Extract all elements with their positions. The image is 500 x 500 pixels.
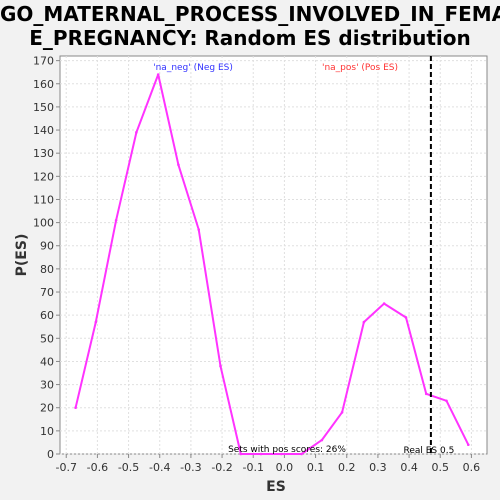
- y-tick-label: 60: [40, 309, 54, 322]
- y-tick-label: 20: [40, 402, 54, 415]
- x-tick-label: 0.4: [400, 461, 418, 474]
- chart-title-line-2: E_PREGNANCY: Random ES distribution: [29, 26, 471, 50]
- data-point: [340, 411, 344, 414]
- chart-title-line-1: GO_MATERNAL_PROCESS_INVOLVED_IN_FEMAL: [0, 2, 500, 26]
- data-point: [466, 443, 470, 447]
- x-axis: -0.7 -0.6 -0.5 -0.4 -0.3 -0.2 -0.1 0.0 0.1 0.2 0.3…: [55, 454, 480, 474]
- x-tick-label: -0.5: [118, 461, 139, 474]
- sets-with-pos-scores: Sets with pos scores: 26%: [228, 445, 346, 455]
- x-tick-label: -0.2: [211, 461, 232, 474]
- x-tick-label: 0.1: [307, 461, 325, 474]
- data-point: [135, 131, 138, 134]
- x-tick-label: 0.5: [431, 461, 449, 474]
- data-point: [382, 302, 386, 305]
- neg-label: 'na_neg' (Neg ES): [153, 63, 233, 73]
- y-tick-label: 40: [40, 355, 54, 368]
- data-point: [197, 228, 200, 231]
- data-point: [94, 320, 98, 324]
- y-tick-label: 140: [33, 124, 54, 137]
- data-point: [156, 73, 160, 76]
- y-tick-label: 90: [40, 240, 54, 253]
- data-point: [74, 406, 77, 410]
- data-point: [404, 316, 408, 319]
- data-point: [320, 438, 324, 442]
- y-tick-label: 70: [40, 286, 54, 299]
- y-tick-label: 30: [40, 379, 54, 392]
- data-point: [177, 163, 180, 167]
- y-tick-label: 120: [33, 170, 54, 183]
- data-point: [279, 452, 283, 456]
- x-tick-label: -0.3: [180, 461, 201, 474]
- y-tick-label: 110: [33, 193, 54, 206]
- x-tick-label: 0.3: [369, 461, 387, 474]
- y-axis: 0 10 20 30 40 50 60 70 80 90 100 110 120 130 140 150 160…: [33, 55, 60, 461]
- y-tick-label: 170: [33, 55, 54, 68]
- data-point: [259, 452, 263, 456]
- y-tick-label: 0: [47, 448, 54, 461]
- y-axis-label: P(ES): [14, 234, 30, 277]
- x-tick-label: -0.1: [243, 461, 264, 474]
- series-layer: [74, 73, 470, 456]
- x-tick-label: 0.6: [463, 461, 481, 474]
- data-point: [239, 452, 243, 456]
- data-point: [445, 399, 448, 403]
- x-tick-label: 0.0: [276, 461, 294, 474]
- y-tick-label: 50: [40, 332, 54, 345]
- y-tick-label: 130: [33, 147, 54, 160]
- pos-label: 'na_pos' (Pos ES): [322, 63, 398, 73]
- x-tick-label: 0.2: [338, 461, 356, 474]
- real-es-label: Real ES 0.5: [403, 446, 454, 456]
- y-tick-label: 10: [40, 425, 54, 438]
- x-tick-label: -0.4: [149, 461, 170, 474]
- reference-line-layer: Real ES 0.5: [403, 56, 454, 456]
- y-tick-label: 80: [40, 263, 54, 276]
- x-tick-label: -0.6: [87, 461, 108, 474]
- y-tick-label: 160: [33, 78, 54, 91]
- y-tick-label: 100: [33, 217, 54, 230]
- y-tick-label: 150: [33, 101, 54, 114]
- data-point: [362, 320, 366, 324]
- x-axis-label: ES: [266, 479, 286, 495]
- plot-area: [59, 55, 488, 455]
- data-point: [300, 452, 303, 456]
- data-point: [424, 392, 428, 396]
- x-tick-label: -0.7: [55, 461, 76, 474]
- chart-title: GO_MATERNAL_PROCESS_INVOLVED_IN_FEMAL E_…: [0, 2, 500, 50]
- data-point: [114, 218, 118, 222]
- data-point: [219, 364, 222, 368]
- es-distribution-line: [74, 73, 470, 455]
